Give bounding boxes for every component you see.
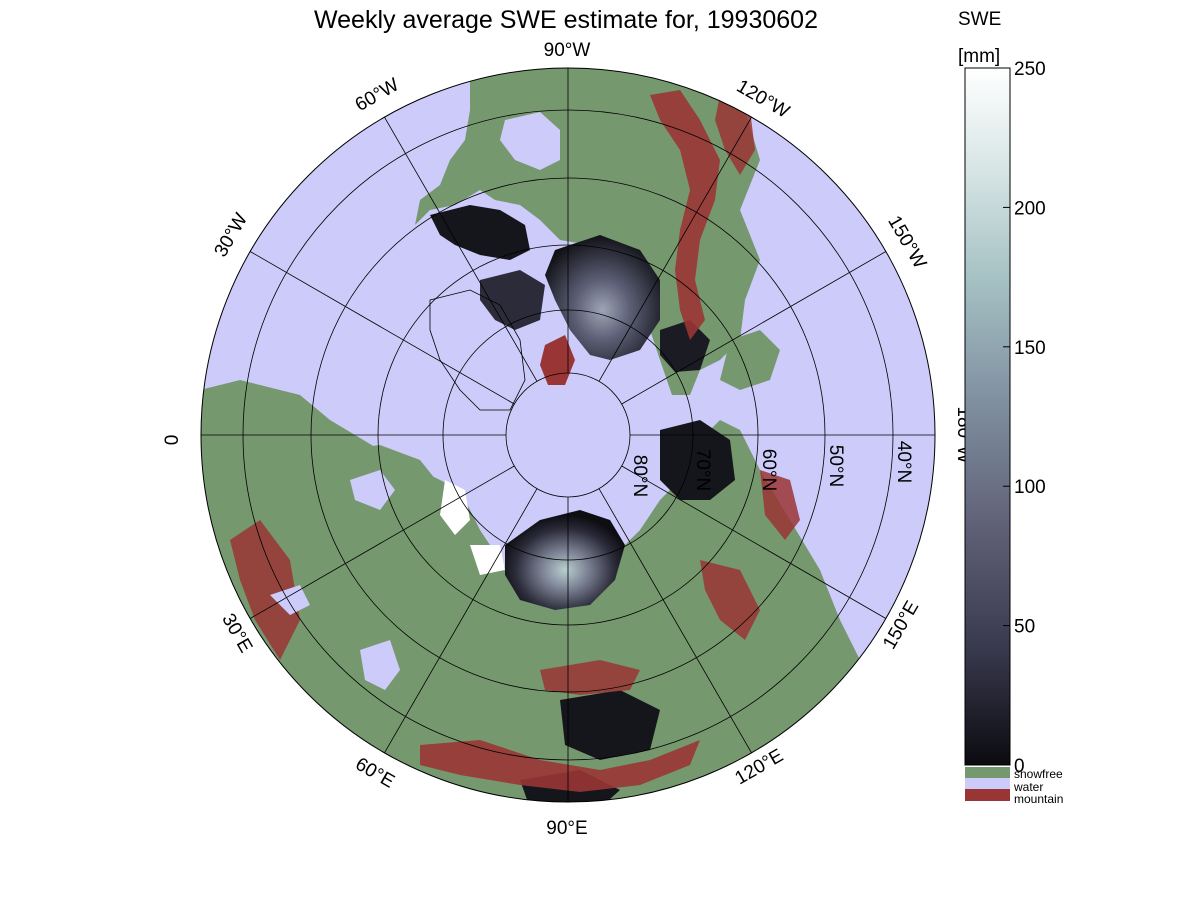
colorbar-tick-label: 200 <box>1014 198 1046 219</box>
lat-label-80n: 80°N <box>629 455 650 497</box>
graticule <box>200 67 936 803</box>
colorbar-ticks: 250 200 150 100 50 0 <box>1003 59 1046 777</box>
category-label-water: water <box>1013 780 1043 794</box>
category-label-mountain: mountain <box>1014 792 1063 806</box>
meridian-line <box>598 488 752 754</box>
colorbar-title: SWE <box>958 9 1001 30</box>
category-label-snowfree: snowfree <box>1014 767 1063 781</box>
meridian-line <box>384 116 538 382</box>
latitude-labels: 80°N 70°N 60°N 50°N 40°N <box>629 441 914 497</box>
category-swatch-water <box>965 778 1010 789</box>
mountain-rockies <box>650 90 720 340</box>
category-swatch-mountain <box>965 789 1010 801</box>
colorbar-gradient <box>964 67 1011 766</box>
lat-label-50n: 50°N <box>825 445 846 487</box>
snow-labrador <box>430 205 530 260</box>
mountain-baffin <box>540 335 575 385</box>
meridian-line <box>249 251 515 405</box>
meridian-line <box>249 465 515 619</box>
meridian-line <box>621 465 887 619</box>
meridian-line <box>384 488 538 754</box>
map-boundary <box>200 67 936 803</box>
mountain-himalaya <box>420 740 700 792</box>
lat-label-60n: 60°N <box>758 449 779 491</box>
snow-white-patch <box>440 480 470 535</box>
category-swatch-snowfree <box>965 767 1010 778</box>
colorbar-tick-label: 50 <box>1014 617 1035 638</box>
lon-label-60w: 60°W <box>352 74 403 116</box>
mountain-alaska <box>715 95 755 175</box>
colorbar-unit: [mm] <box>958 46 1000 67</box>
land-north-america <box>415 68 760 395</box>
colorbar-tick-label: 250 <box>1014 59 1046 80</box>
map-title: Weekly average SWE estimate for, 1993060… <box>314 6 818 34</box>
colorbar-tick-label: 0 <box>1014 756 1025 777</box>
lon-label-60e: 60°E <box>352 754 398 793</box>
lon-label-0: 0 <box>162 435 183 446</box>
mountain-kamchatka <box>760 470 800 540</box>
meridian-line <box>598 116 752 382</box>
mountain-europe <box>230 520 300 660</box>
water-caspian <box>360 640 400 690</box>
water-hudson-bay <box>500 112 560 170</box>
lat-label-40n: 40°N <box>893 441 914 483</box>
lon-label-90w: 90°W <box>544 40 591 61</box>
meridian-line <box>621 251 887 405</box>
mountain-east-asia <box>700 560 760 640</box>
snow-central-asia <box>560 690 660 760</box>
snow-islands <box>480 270 545 330</box>
land-arctic-islands <box>660 320 710 372</box>
lat-label-70n: 70°N <box>692 449 713 491</box>
water-black-sea <box>270 585 310 615</box>
colorbar-tick-label: 100 <box>1014 477 1046 498</box>
snow-greenland <box>545 235 660 360</box>
lon-label-90e: 90°E <box>546 818 587 839</box>
lon-label-30w: 30°W <box>210 210 252 261</box>
land-scandinavia <box>340 445 440 510</box>
snow-white-urals <box>470 545 505 575</box>
snow-east-siberia <box>660 420 735 500</box>
colorbar-tick-label: 150 <box>1014 338 1046 359</box>
meridians <box>201 68 935 802</box>
mountain-central <box>540 660 640 695</box>
